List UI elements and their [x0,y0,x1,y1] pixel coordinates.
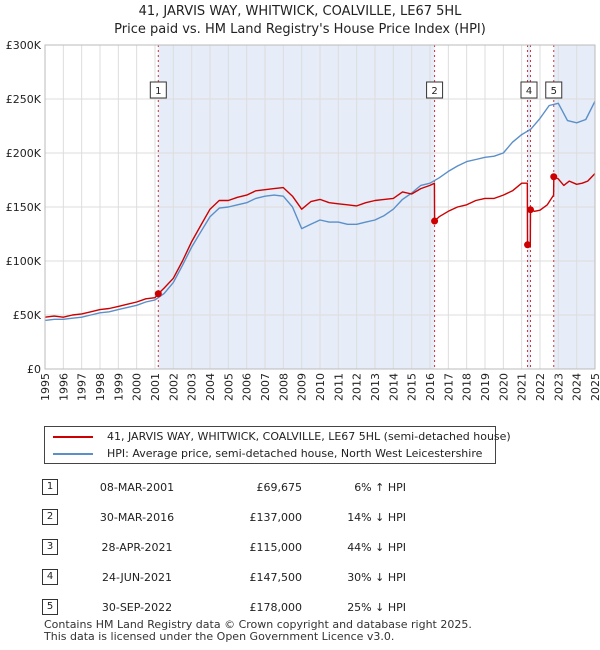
y-tick-label: £200K [6,147,42,160]
x-tick-label: 2010 [314,373,327,401]
chart-title: 41, JARVIS WAY, WHITWICK, COALVILLE, LE6… [138,4,462,19]
row-date: 30-SEP-2022 [101,600,173,614]
footer-licence: This data is licensed under the Open Gov… [44,630,395,643]
row-price: £137,000 [249,510,303,524]
table-row: 4 24-JUN-2021 £147,500 30% ↓ HPI [42,562,406,592]
y-tick-label: £100K [6,255,42,268]
x-tick-label: 2006 [241,373,254,401]
row-number-badge: 3 [42,539,58,555]
row-price: £115,000 [249,540,303,554]
x-tick-label: 2016 [424,373,437,401]
x-tick-label: 2015 [406,373,419,401]
marker-label-text: 1 [155,86,161,97]
marker-label-text: 4 [526,86,532,97]
sale-marker-labels: 1 2 4 5 [149,81,563,99]
x-tick-label: 2002 [167,373,180,401]
x-tick-label: 2017 [442,373,455,401]
legend: 41, JARVIS WAY, WHITWICK, COALVILLE, LE6… [44,426,511,464]
row-date: 28-APR-2021 [101,540,173,554]
x-tick-label: 2022 [534,373,547,401]
legend-item-property: 41, JARVIS WAY, WHITWICK, COALVILLE, LE6… [53,430,511,443]
x-tick-label: 2000 [131,373,144,401]
grid [44,44,596,370]
x-tick-label: 1999 [112,373,125,401]
row-hpi: 14% ↓ HPI [347,510,406,524]
series-line-hpi [44,100,596,322]
sale-point [154,290,162,298]
table-row: 3 28-APR-2021 £115,000 44% ↓ HPI [42,532,406,562]
plot-frame [44,44,596,370]
x-tick-label: 2001 [149,373,162,401]
sale-points [154,173,558,298]
x-tick-label: 2011 [332,373,345,401]
marker-label-box [426,81,444,99]
y-tick-label: £250K [6,93,42,106]
legend-label-property: 41, JARVIS WAY, WHITWICK, COALVILLE, LE6… [107,430,511,443]
x-tick-label: 2024 [571,373,584,401]
row-price: £147,500 [249,570,303,584]
footer: Contains HM Land Registry data © Crown c… [44,619,472,643]
marker-label-box [149,81,167,99]
row-date: 30-MAR-2016 [99,510,175,524]
x-tick-label: 2019 [479,373,492,401]
x-tick-label: 2018 [461,373,474,401]
chart-subtitle: Price paid vs. HM Land Registry's House … [114,22,486,37]
x-tick-label: 2023 [552,373,565,401]
legend-swatch-hpi [53,452,93,455]
x-tick-label: 2004 [204,373,217,401]
footer-copyright: Contains HM Land Registry data © Crown c… [44,618,472,631]
row-number-badge: 5 [42,599,58,615]
legend-swatch-property [53,435,93,438]
x-tick-label: 1998 [94,373,107,401]
sale-point [431,217,439,225]
x-tick-label: 2025 [589,373,600,401]
row-date: 24-JUN-2021 [101,570,173,584]
row-price: £69,675 [256,480,303,494]
x-tick-label: 2005 [222,373,235,401]
x-tick-label: 1997 [76,373,89,401]
x-tick-label: 2012 [351,373,364,401]
table-row: 2 30-MAR-2016 £137,000 14% ↓ HPI [42,502,406,532]
row-number-badge: 1 [42,479,58,495]
y-tick-label: £150K [6,201,42,214]
legend-item-hpi: HPI: Average price, semi-detached house,… [53,447,482,460]
sale-point [524,241,532,249]
y-tick-label: £0 [27,363,41,376]
row-hpi: 44% ↓ HPI [347,540,406,554]
y-tick-label: £50K [13,309,42,322]
row-price: £178,000 [249,600,303,614]
table-row: 1 08-MAR-2001 £69,675 6% ↑ HPI [42,472,406,502]
x-tick-label: 2007 [259,373,272,401]
x-tick-label: 2013 [369,373,382,401]
x-tick-label: 2003 [186,373,199,401]
marker-label-box [545,81,563,99]
row-hpi: 25% ↓ HPI [347,600,406,614]
legend-label-hpi: HPI: Average price, semi-detached house,… [107,447,483,460]
x-tick-label: 1995 [39,373,52,401]
marker-label-box [520,81,538,99]
row-hpi: 6% ↑ HPI [354,480,406,494]
transactions-table: 1 08-MAR-2001 £69,675 6% ↑ HPI 2 30-MAR-… [42,472,406,622]
marker-label-text: 2 [431,86,437,97]
marker-label-text: 5 [551,86,557,97]
x-tick-label: 2008 [277,373,290,401]
sale-point [526,206,534,214]
x-tick-label: 2009 [296,373,309,401]
sale-point [550,173,558,181]
row-number-badge: 4 [42,569,58,585]
x-tick-label: 1996 [57,373,70,401]
row-hpi: 30% ↓ HPI [347,570,406,584]
price-chart: 1 2 4 5 £0 £50K £100K £150K £200K £250K £300K 1995… [6,39,600,401]
y-tick-label: £300K [6,39,42,52]
x-tick-label: 2021 [516,373,529,401]
x-tick-label: 2020 [497,373,510,401]
x-tick-label: 2014 [387,373,400,401]
row-number-badge: 2 [42,509,58,525]
table-row: 5 30-SEP-2022 £178,000 25% ↓ HPI [42,592,406,622]
row-date: 08-MAR-2001 [99,480,175,494]
